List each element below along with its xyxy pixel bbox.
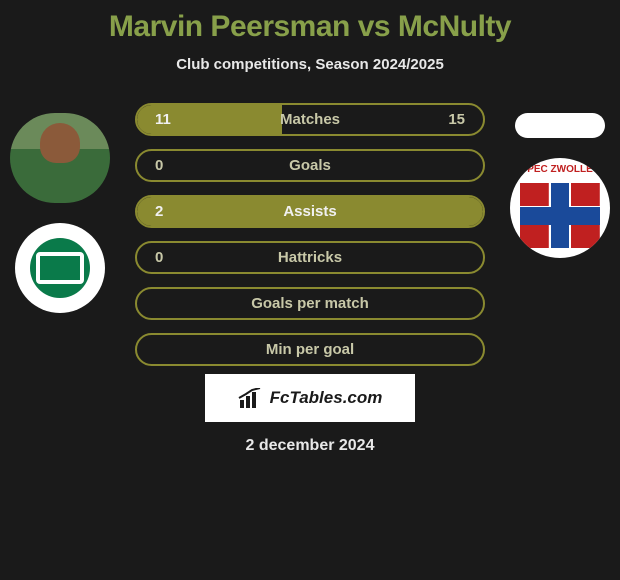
stat-value-left: 0: [155, 157, 163, 174]
team-badge-zwolle: PEC ZWOLLE: [510, 158, 610, 258]
groningen-icon: [30, 238, 90, 298]
stat-label: Hattricks: [278, 249, 342, 266]
stat-bar: 0 Goals: [135, 149, 485, 182]
left-column: [0, 103, 120, 313]
stat-label: Assists: [283, 203, 336, 220]
brand-text: FcTables.com: [270, 388, 383, 408]
stats-column: 11 Matches 15 0 Goals 2 Assists 0 Hattricks Goals…: [135, 103, 485, 366]
zwolle-cross-icon: [520, 183, 600, 248]
stat-bar: 11 Matches 15: [135, 103, 485, 136]
brand-box: FcTables.com: [205, 374, 415, 422]
team-badge-groningen: [15, 223, 105, 313]
player-photo-left: [10, 113, 110, 203]
right-column: PEC ZWOLLE: [500, 103, 620, 258]
stat-bar: 2 Assists: [135, 195, 485, 228]
main-content: 11 Matches 15 0 Goals 2 Assists 0 Hattricks Goals…: [0, 103, 620, 366]
stat-bar: Goals per match: [135, 287, 485, 320]
stat-label: Matches: [280, 111, 340, 128]
stat-label: Min per goal: [266, 341, 354, 358]
stat-value-left: 0: [155, 249, 163, 266]
stat-label: Goals per match: [251, 295, 369, 312]
brand-chart-icon: [238, 388, 264, 408]
stat-label: Goals: [289, 157, 331, 174]
page-title: Marvin Peersman vs McNulty: [109, 10, 511, 44]
subtitle: Club competitions, Season 2024/2025: [176, 56, 444, 73]
stat-bar: Min per goal: [135, 333, 485, 366]
comparison-infographic: Marvin Peersman vs McNulty Club competit…: [0, 0, 620, 465]
stat-value-left: 2: [155, 203, 163, 220]
stat-bar: 0 Hattricks: [135, 241, 485, 274]
date-text: 2 december 2024: [246, 437, 375, 455]
stat-value-left: 11: [155, 111, 171, 128]
zwolle-badge-text: PEC ZWOLLE: [527, 164, 593, 175]
stat-value-right: 15: [448, 111, 465, 128]
team-badge-pill: [515, 113, 605, 138]
